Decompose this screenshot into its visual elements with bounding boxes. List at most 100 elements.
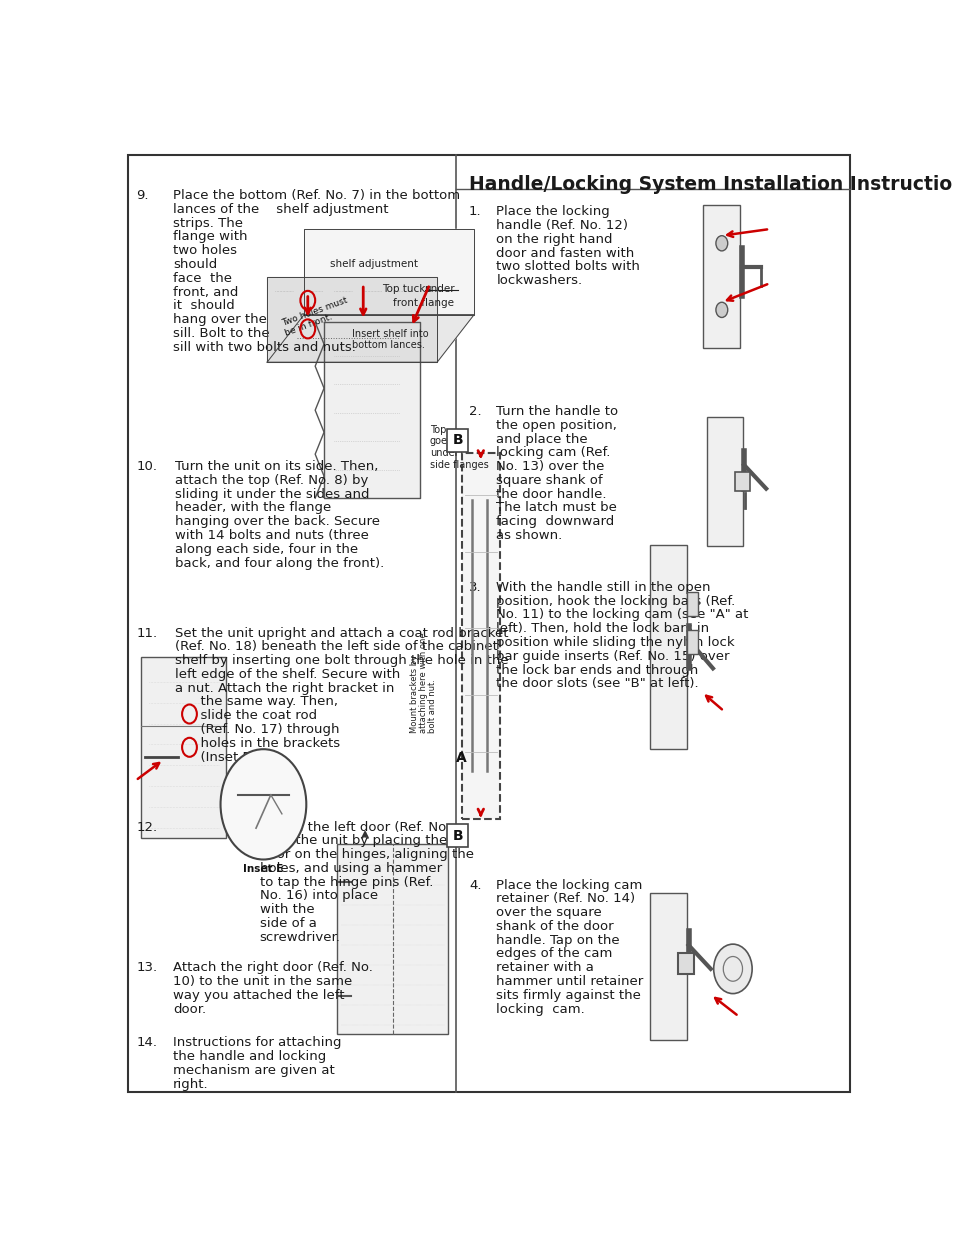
Text: The latch must be: The latch must be bbox=[496, 501, 617, 515]
Text: Insert shelf into
bottom lances.: Insert shelf into bottom lances. bbox=[352, 329, 428, 351]
Text: and place the: and place the bbox=[496, 432, 587, 446]
Text: 10.: 10. bbox=[136, 461, 157, 473]
Text: back, and four along the front).: back, and four along the front). bbox=[175, 557, 384, 569]
Polygon shape bbox=[304, 228, 474, 315]
Text: No. 11) to the locking cam (see "A" at: No. 11) to the locking cam (see "A" at bbox=[496, 609, 748, 621]
Circle shape bbox=[713, 944, 751, 994]
Text: shelf by inserting one bolt through the hole in the: shelf by inserting one bolt through the … bbox=[175, 655, 509, 667]
Text: lances of the    shelf adjustment: lances of the shelf adjustment bbox=[173, 203, 388, 216]
Text: holes in the brackets: holes in the brackets bbox=[175, 737, 340, 750]
Text: it  should: it should bbox=[173, 299, 234, 312]
Text: Attach the left door (Ref. No.: Attach the left door (Ref. No. bbox=[259, 820, 450, 834]
Circle shape bbox=[717, 304, 725, 316]
Text: left edge of the shelf. Secure with: left edge of the shelf. Secure with bbox=[175, 668, 400, 680]
Text: front flange: front flange bbox=[393, 299, 454, 309]
Text: the door handle.: the door handle. bbox=[496, 488, 606, 500]
Text: (Inset E.): (Inset E.) bbox=[175, 751, 260, 763]
Text: locking cam (Ref.: locking cam (Ref. bbox=[496, 446, 610, 459]
Text: hanging over the back. Secure: hanging over the back. Secure bbox=[175, 515, 380, 529]
Text: as shown.: as shown. bbox=[496, 529, 562, 542]
Text: sill with two bolts and nuts.: sill with two bolts and nuts. bbox=[173, 341, 355, 353]
Text: should: should bbox=[173, 258, 217, 270]
Text: attaching here with one: attaching here with one bbox=[419, 632, 428, 734]
Text: No. 16) into place: No. 16) into place bbox=[259, 889, 377, 903]
Text: two slotted bolts with: two slotted bolts with bbox=[496, 261, 639, 273]
Polygon shape bbox=[267, 315, 474, 362]
Bar bbox=[649, 545, 686, 750]
Text: 10) to the unit in the same: 10) to the unit in the same bbox=[173, 976, 352, 988]
Text: 3.: 3. bbox=[469, 580, 481, 594]
Text: B: B bbox=[452, 433, 463, 447]
Polygon shape bbox=[324, 322, 419, 498]
Text: edges of the cam: edges of the cam bbox=[496, 947, 612, 961]
Circle shape bbox=[715, 303, 727, 317]
Text: with 14 bolts and nuts (three: with 14 bolts and nuts (three bbox=[175, 529, 369, 542]
Text: retainer with a: retainer with a bbox=[496, 961, 594, 974]
Text: side of a: side of a bbox=[259, 918, 316, 930]
Text: 9.: 9. bbox=[136, 189, 149, 203]
Text: Set the unit upright and attach a coat rod bracket: Set the unit upright and attach a coat r… bbox=[175, 626, 508, 640]
Text: handle. Tap on the: handle. Tap on the bbox=[496, 934, 619, 947]
Bar bbox=[461, 452, 499, 819]
Text: Place the locking cam: Place the locking cam bbox=[496, 878, 642, 892]
Text: door.: door. bbox=[173, 1003, 206, 1015]
Text: Attach the right door (Ref. No.: Attach the right door (Ref. No. bbox=[173, 961, 373, 974]
Text: With the handle still in the open: With the handle still in the open bbox=[496, 580, 710, 594]
Text: lockwashers.: lockwashers. bbox=[496, 274, 582, 288]
Text: front, and: front, and bbox=[173, 285, 238, 299]
Text: to tap the hinge pins (Ref.: to tap the hinge pins (Ref. bbox=[259, 876, 433, 889]
Bar bbox=[686, 630, 698, 655]
Bar bbox=[649, 893, 686, 1040]
Text: B: B bbox=[452, 829, 463, 842]
Text: mechanism are given at: mechanism are given at bbox=[173, 1065, 335, 1077]
Text: shelf adjustment: shelf adjustment bbox=[330, 259, 417, 269]
Text: (Ref. No. 18) beneath the left side of the cabinet: (Ref. No. 18) beneath the left side of t… bbox=[175, 640, 497, 653]
Text: 4.: 4. bbox=[469, 878, 481, 892]
Text: Turn the handle to: Turn the handle to bbox=[496, 405, 618, 417]
Text: with the: with the bbox=[259, 903, 314, 916]
Text: sill. Bolt to the: sill. Bolt to the bbox=[173, 327, 270, 340]
Text: on the right hand: on the right hand bbox=[496, 233, 612, 246]
Text: Two holes must
be in front.: Two holes must be in front. bbox=[280, 295, 352, 337]
Text: face  the: face the bbox=[173, 272, 232, 285]
FancyBboxPatch shape bbox=[446, 429, 468, 452]
Text: two holes: two holes bbox=[173, 245, 237, 257]
Text: Top tucks: Top tucks bbox=[381, 284, 434, 294]
Text: 14.: 14. bbox=[136, 1036, 157, 1050]
Text: hammer until retainer: hammer until retainer bbox=[496, 976, 643, 988]
FancyBboxPatch shape bbox=[446, 824, 468, 847]
Bar bbox=[337, 845, 448, 1035]
Text: Mount brackets by: Mount brackets by bbox=[410, 655, 419, 734]
Text: bar guide inserts (Ref. No. 15) over: bar guide inserts (Ref. No. 15) over bbox=[496, 650, 729, 663]
Text: position, hook the locking bars (Ref.: position, hook the locking bars (Ref. bbox=[496, 595, 735, 608]
Text: Handle/Locking System Installation Instructions: Handle/Locking System Installation Instr… bbox=[469, 175, 953, 194]
Bar bbox=[686, 593, 698, 616]
Text: (Ref. No. 17) through: (Ref. No. 17) through bbox=[175, 722, 339, 736]
Text: the lock bar ends and through: the lock bar ends and through bbox=[496, 663, 698, 677]
Text: locking  cam.: locking cam. bbox=[496, 1003, 584, 1015]
Text: No. 13) over the: No. 13) over the bbox=[496, 461, 604, 473]
Text: holes, and using a hammer: holes, and using a hammer bbox=[259, 862, 441, 874]
Text: retainer (Ref. No. 14): retainer (Ref. No. 14) bbox=[496, 893, 635, 905]
Text: Place the bottom (Ref. No. 7) in the bottom: Place the bottom (Ref. No. 7) in the bot… bbox=[173, 189, 460, 203]
Text: the handle and locking: the handle and locking bbox=[173, 1050, 326, 1063]
Bar bbox=[706, 417, 741, 546]
Text: position while sliding the nylon lock: position while sliding the nylon lock bbox=[496, 636, 734, 650]
Text: 11.: 11. bbox=[136, 626, 157, 640]
Text: hang over the: hang over the bbox=[173, 314, 267, 326]
Bar bbox=[735, 472, 749, 490]
Text: header, with the flange: header, with the flange bbox=[175, 501, 332, 515]
Polygon shape bbox=[267, 277, 436, 362]
Bar bbox=[678, 952, 694, 973]
Text: a nut. Attach the right bracket in: a nut. Attach the right bracket in bbox=[175, 682, 395, 694]
Text: bolt and nut.: bolt and nut. bbox=[428, 679, 436, 734]
Circle shape bbox=[220, 750, 306, 860]
Bar bbox=[141, 657, 226, 837]
Text: shank of the door: shank of the door bbox=[496, 920, 614, 932]
Text: over the square: over the square bbox=[496, 906, 601, 919]
Text: Instructions for attaching: Instructions for attaching bbox=[173, 1036, 341, 1050]
Text: slide the coat rod: slide the coat rod bbox=[175, 709, 317, 722]
Text: 13.: 13. bbox=[136, 961, 157, 974]
Text: strips. The: strips. The bbox=[173, 216, 243, 230]
Text: Turn the unit on its side. Then,: Turn the unit on its side. Then, bbox=[175, 461, 378, 473]
